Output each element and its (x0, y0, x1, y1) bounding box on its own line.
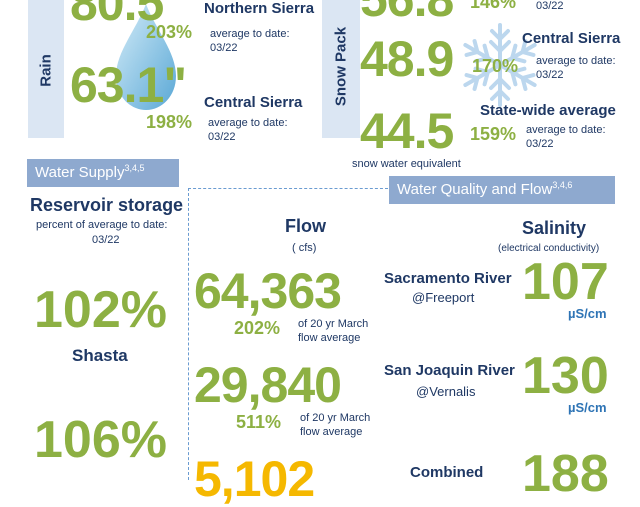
snow-state-sub: average to date: (526, 124, 606, 136)
rain-northern-pct: 203% (146, 22, 193, 42)
snow-central-sub: average to date: (536, 55, 616, 67)
rain-northern-sub: average to date: (210, 28, 290, 40)
snow-footnote: snow water equivalent (352, 158, 461, 170)
water-supply-header-sup: 3,4,5 (124, 163, 145, 173)
reservoir-storage-title: Reservoir storage (30, 195, 184, 215)
reservoir-storage-sub: percent of average to date: (36, 219, 168, 231)
snow-central-value: 48.9 (360, 31, 454, 87)
sacramento-flow-desc1: of 20 yr March (298, 318, 369, 330)
snow-top-date: 03/22 (536, 0, 564, 12)
san-joaquin-salinity-value: 130 (522, 347, 609, 405)
san-joaquin-flow-pct: 511% (236, 412, 282, 432)
shasta-label: Shasta (72, 346, 128, 365)
salinity-unit: (electrical conductivity) (498, 243, 600, 254)
rain-central-label: Central Sierra (204, 94, 303, 111)
rain-northern-value: 80.5" (70, 0, 187, 31)
sacramento-salinity-unit: µS/cm (568, 306, 607, 321)
sacramento-location: @Freeport (412, 290, 475, 305)
snowflake-icon (458, 23, 542, 107)
rain-tab: Rain (28, 0, 64, 138)
rain-central-value: 63.1" (70, 57, 187, 113)
sacramento-flow-desc2: flow average (298, 332, 361, 344)
snow-state-date: 03/22 (526, 138, 554, 150)
snow-central-label: Central Sierra (522, 30, 621, 47)
section-divider-vertical (188, 188, 189, 480)
snow-pack-tab: Snow Pack (322, 0, 360, 138)
snow-central-date: 03/22 (536, 69, 564, 81)
san-joaquin-flow-desc1: of 20 yr March (300, 412, 371, 424)
rain-central-pct: 198% (146, 112, 193, 132)
san-joaquin-location: @Vernalis (416, 384, 476, 399)
reservoir-storage-date: 03/22 (92, 234, 120, 246)
snow-central-pct: 170% (472, 56, 519, 76)
rain-northern-label: Northern Sierra (204, 0, 315, 17)
san-joaquin-salinity-unit: µS/cm (568, 400, 607, 415)
rain-central-date: 03/22 (208, 131, 236, 143)
water-supply-header: Water Supply3,4,5 (27, 159, 179, 187)
rain-central-sub: average to date: (208, 117, 288, 129)
snow-state-pct: 159% (470, 124, 517, 144)
water-drop-icon (116, 4, 176, 110)
salinity-title: Salinity (522, 218, 587, 238)
sacramento-flow-pct: 202% (234, 318, 281, 338)
water-quality-header-text: Water Quality and Flow (397, 181, 553, 198)
sacramento-flow-value: 64,363 (194, 263, 342, 319)
combined-flow-value: 5,102 (194, 451, 315, 507)
shasta-pct: 102% (34, 281, 167, 339)
section-divider-horizontal (188, 188, 388, 189)
san-joaquin-river-label: San Joaquin River (384, 362, 515, 379)
flow-unit: ( cfs) (292, 242, 317, 254)
water-quality-header-sup: 3,4,6 (552, 180, 573, 190)
combined-label: Combined (410, 464, 484, 481)
snow-state-value: 44.5 (360, 103, 454, 159)
san-joaquin-flow-value: 29,840 (194, 357, 342, 413)
snow-top-pct: 146% (470, 0, 517, 12)
second-reservoir-pct: 106% (34, 411, 167, 469)
combined-salinity-value: 188 (522, 445, 609, 503)
water-supply-header-text: Water Supply (35, 164, 125, 181)
san-joaquin-flow-desc2: flow average (300, 426, 363, 438)
snow-pack-tab-label: Snow Pack (332, 26, 350, 107)
sacramento-river-label: Sacramento River (384, 270, 512, 287)
water-quality-header: Water Quality and Flow3,4,6 (389, 176, 615, 204)
flow-title: Flow (285, 216, 326, 236)
sacramento-salinity-value: 107 (522, 253, 609, 311)
rain-tab-label: Rain (37, 54, 55, 87)
snow-top-value: 56.8 (360, 0, 454, 24)
rain-northern-date: 03/22 (210, 42, 238, 54)
snow-state-label: State-wide average (480, 102, 616, 119)
